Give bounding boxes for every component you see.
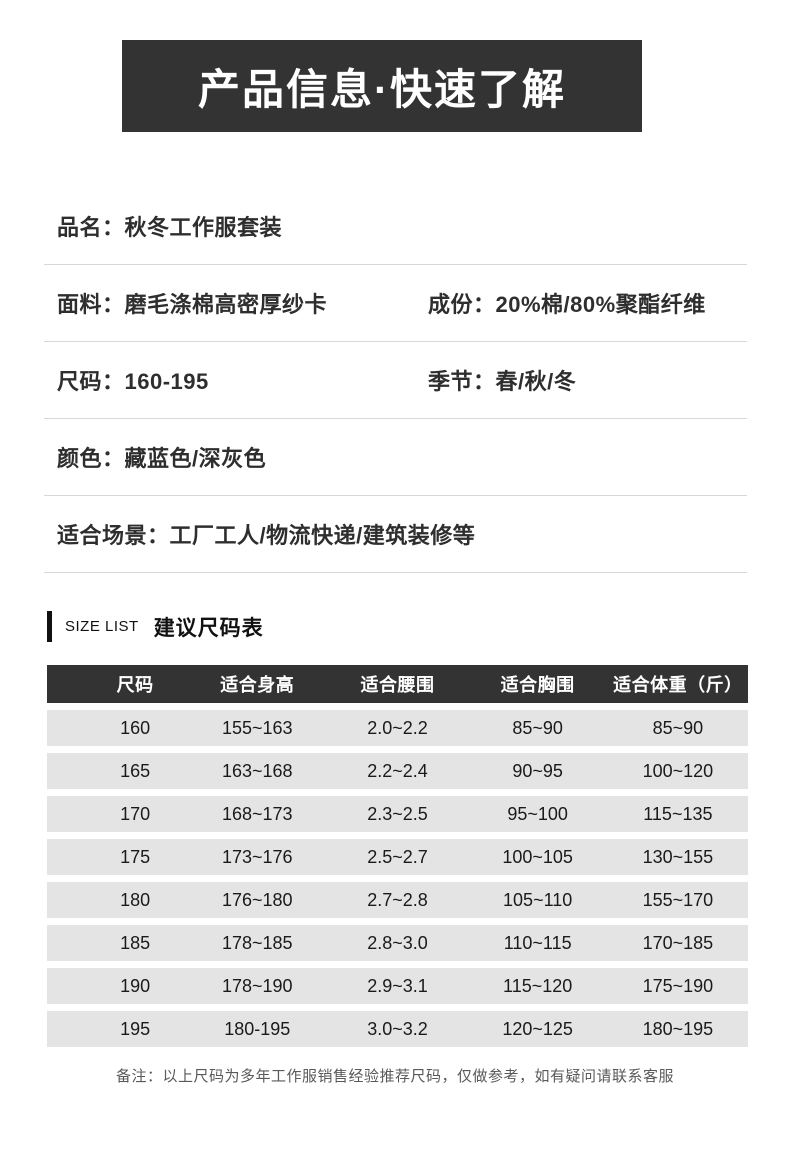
table-cell: 195	[47, 1011, 188, 1047]
table-cell: 175~190	[607, 968, 748, 1004]
attribute-value: 160-195	[124, 369, 209, 394]
table-row: 195 180-195 3.0~3.2 120~125 180~195	[47, 1011, 748, 1047]
attribute-value: 磨毛涤棉高密厚纱卡	[124, 292, 328, 317]
table-row: 170 168~173 2.3~2.5 95~100 115~135	[47, 796, 748, 832]
table-cell: 85~90	[607, 710, 748, 746]
table-cell: 2.3~2.5	[327, 796, 468, 832]
table-cell: 120~125	[467, 1011, 608, 1047]
heading-accent-bar	[47, 611, 52, 642]
title-banner: 产品信息·快速了解	[122, 40, 642, 132]
table-cell: 155~163	[187, 710, 328, 746]
attribute-value: 20%棉/80%聚酯纤维	[495, 292, 706, 317]
table-cell: 2.0~2.2	[327, 710, 468, 746]
attribute-label: 颜色：	[57, 446, 125, 471]
attribute-row: 面料：磨毛涤棉高密厚纱卡 成份：20%棉/80%聚酯纤维	[44, 265, 747, 342]
table-cell: 190	[47, 968, 188, 1004]
table-cell: 2.9~3.1	[327, 968, 468, 1004]
table-row: 180 176~180 2.7~2.8 105~110 155~170	[47, 882, 748, 918]
attribute: 面料：磨毛涤棉高密厚纱卡	[57, 287, 428, 319]
table-cell: 173~176	[187, 839, 328, 875]
table-row: 185 178~185 2.8~3.0 110~115 170~185	[47, 925, 748, 961]
column-header: 适合体重（斤）	[607, 665, 748, 703]
table-cell: 110~115	[467, 925, 608, 961]
attribute-label: 尺码：	[57, 369, 125, 394]
table-cell: 90~95	[467, 753, 608, 789]
product-info-page: 产品信息·快速了解 品名：秋冬工作服套装 面料：磨毛涤棉高密厚纱卡 成份：20%棉/…	[0, 40, 790, 1086]
attribute-label: 适合场景：	[57, 523, 170, 548]
attribute-value: 工厂工人/物流快递/建筑装修等	[169, 523, 476, 548]
size-table: 尺码 适合身高 适合腰围 适合胸围 适合体重（斤） 160 155~163 2.0~2.2 8…	[47, 658, 748, 1054]
attribute-value: 春/秋/冬	[495, 369, 577, 394]
attribute: 成份：20%棉/80%聚酯纤维	[428, 287, 706, 319]
attribute-label: 品名：	[57, 215, 125, 240]
table-cell: 100~120	[607, 753, 748, 789]
size-list-title: 建议尺码表	[153, 616, 264, 640]
attribute-value: 藏蓝色/深灰色	[124, 446, 267, 471]
column-header: 适合腰围	[327, 665, 468, 703]
size-list-heading: SIZE LIST 建议尺码表	[47, 611, 790, 642]
table-cell: 160	[47, 710, 188, 746]
size-list-eyebrow: SIZE LIST	[65, 618, 139, 635]
table-cell: 95~100	[467, 796, 608, 832]
table-cell: 105~110	[467, 882, 608, 918]
column-header: 尺码	[47, 665, 188, 703]
table-cell: 178~185	[187, 925, 328, 961]
page-title: 产品信息·快速了解	[198, 65, 566, 113]
footer-note: 备注：以上尺码为多年工作服销售经验推荐尺码，仅做参考，如有疑问请联系客服	[115, 1068, 674, 1085]
table-cell: 175	[47, 839, 188, 875]
table-cell: 100~105	[467, 839, 608, 875]
attribute: 颜色：藏蓝色/深灰色	[57, 441, 266, 473]
table-cell: 2.8~3.0	[327, 925, 468, 961]
size-table-body: 160 155~163 2.0~2.2 85~90 85~90 165 163~168 2.2…	[47, 710, 748, 1047]
attribute-row: 品名：秋冬工作服套装	[44, 188, 747, 265]
product-attributes-list: 品名：秋冬工作服套装 面料：磨毛涤棉高密厚纱卡 成份：20%棉/80%聚酯纤维 尺码：…	[44, 188, 747, 573]
table-cell: 170~185	[607, 925, 748, 961]
table-cell: 180~195	[607, 1011, 748, 1047]
table-cell: 168~173	[187, 796, 328, 832]
attribute-row: 颜色：藏蓝色/深灰色	[44, 419, 747, 496]
table-cell: 2.5~2.7	[327, 839, 468, 875]
attribute: 尺码：160-195	[57, 364, 428, 396]
table-cell: 163~168	[187, 753, 328, 789]
table-cell: 2.2~2.4	[327, 753, 468, 789]
table-row: 160 155~163 2.0~2.2 85~90 85~90	[47, 710, 748, 746]
attribute-label: 季节：	[428, 369, 496, 394]
attribute-value: 秋冬工作服套装	[124, 215, 283, 240]
column-header: 适合胸围	[467, 665, 608, 703]
table-cell: 185	[47, 925, 188, 961]
attribute-label: 成份：	[428, 292, 496, 317]
attribute-row: 尺码：160-195 季节：春/秋/冬	[44, 342, 747, 419]
table-cell: 115~135	[607, 796, 748, 832]
table-cell: 180	[47, 882, 188, 918]
attribute-label: 面料：	[57, 292, 125, 317]
table-cell: 85~90	[467, 710, 608, 746]
attribute: 适合场景：工厂工人/物流快递/建筑装修等	[57, 518, 475, 550]
attribute: 品名：秋冬工作服套装	[57, 210, 282, 242]
attribute: 季节：春/秋/冬	[428, 364, 576, 396]
table-cell: 180-195	[187, 1011, 328, 1047]
attribute-row: 适合场景：工厂工人/物流快递/建筑装修等	[44, 496, 747, 573]
header-row: 尺码 适合身高 适合腰围 适合胸围 适合体重（斤）	[47, 665, 748, 703]
table-cell: 155~170	[607, 882, 748, 918]
table-row: 175 173~176 2.5~2.7 100~105 130~155	[47, 839, 748, 875]
table-cell: 130~155	[607, 839, 748, 875]
column-header: 适合身高	[187, 665, 328, 703]
table-row: 190 178~190 2.9~3.1 115~120 175~190	[47, 968, 748, 1004]
table-cell: 3.0~3.2	[327, 1011, 468, 1047]
table-cell: 165	[47, 753, 188, 789]
table-cell: 115~120	[467, 968, 608, 1004]
table-cell: 2.7~2.8	[327, 882, 468, 918]
table-row: 165 163~168 2.2~2.4 90~95 100~120	[47, 753, 748, 789]
size-table-header: 尺码 适合身高 适合腰围 适合胸围 适合体重（斤）	[47, 665, 748, 703]
table-cell: 178~190	[187, 968, 328, 1004]
table-cell: 176~180	[187, 882, 328, 918]
table-cell: 170	[47, 796, 188, 832]
